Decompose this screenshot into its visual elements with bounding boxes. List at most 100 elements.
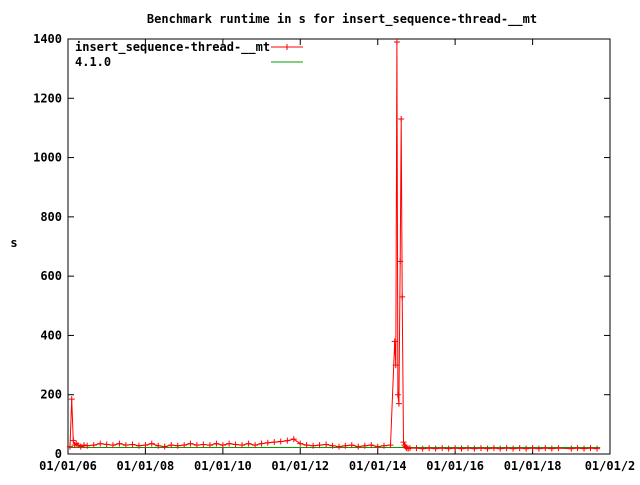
- data-point: [393, 38, 400, 45]
- data-point: [368, 442, 375, 449]
- data-point: [323, 441, 330, 448]
- y-tick-label: 1400: [33, 32, 62, 46]
- data-point: [329, 442, 336, 449]
- y-axis-label: s: [10, 236, 17, 250]
- data-point: [439, 445, 446, 452]
- data-point: [516, 445, 523, 452]
- data-point: [452, 445, 459, 452]
- x-tick-label: 01/01/18: [504, 459, 562, 473]
- y-tick-label: 1200: [33, 91, 62, 105]
- series-layer: [67, 38, 601, 452]
- data-point: [226, 440, 233, 447]
- data-point: [490, 445, 497, 452]
- data-point: [523, 445, 530, 452]
- data-point: [271, 439, 278, 446]
- plot-frame: [67, 38, 611, 455]
- data-point: [310, 442, 317, 449]
- data-point: [77, 443, 84, 450]
- data-point: [348, 442, 355, 449]
- data-point: [497, 445, 504, 452]
- data-point: [181, 442, 188, 449]
- data-point: [219, 442, 226, 449]
- data-point: [213, 440, 220, 447]
- data-point: [392, 362, 399, 369]
- y-tick-label: 800: [40, 210, 62, 224]
- x-tick-label: 01/01/16: [426, 459, 484, 473]
- data-point: [374, 443, 381, 450]
- data-point: [245, 440, 252, 447]
- data-point: [148, 440, 155, 447]
- legend-label-4-1-0: 4.1.0: [75, 55, 111, 69]
- data-point: [361, 442, 368, 449]
- legend-label-insert-sequence: insert_sequence-thread-__mt: [75, 40, 270, 55]
- y-tick-label: 200: [40, 388, 62, 402]
- chart-title: Benchmark runtime in s for insert_sequen…: [147, 12, 537, 27]
- data-point: [471, 445, 478, 452]
- data-point: [398, 116, 405, 123]
- y-tick-label: 1000: [33, 151, 62, 165]
- data-point: [413, 445, 420, 452]
- data-point: [74, 442, 81, 449]
- data-point: [97, 440, 104, 447]
- y-tick-label: 600: [40, 269, 62, 283]
- x-tick-label: 01/01/06: [39, 459, 97, 473]
- y-tick-label: 400: [40, 328, 62, 342]
- data-point: [200, 441, 207, 448]
- data-point: [135, 442, 142, 449]
- data-point: [316, 442, 323, 449]
- data-point: [355, 443, 362, 450]
- data-point: [426, 445, 433, 452]
- data-point: [445, 445, 452, 452]
- data-point: [168, 442, 175, 449]
- data-point: [109, 442, 116, 449]
- data-point: [548, 445, 555, 452]
- data-point: [399, 293, 406, 300]
- data-point: [587, 445, 594, 452]
- data-point: [67, 443, 74, 450]
- legend-marker-insert-sequence: [284, 44, 290, 50]
- data-point: [419, 445, 426, 452]
- data-point: [70, 437, 77, 444]
- x-tick-label: 01/01/12: [271, 459, 329, 473]
- data-point: [432, 445, 439, 452]
- y-tick-label: 0: [55, 447, 62, 461]
- data-point: [342, 442, 349, 449]
- data-point: [458, 445, 465, 452]
- data-point: [336, 443, 343, 450]
- data-point: [406, 445, 413, 452]
- data-point: [161, 443, 168, 450]
- data-point: [303, 442, 310, 449]
- data-point: [187, 440, 194, 447]
- data-point: [264, 439, 271, 446]
- data-point: [90, 442, 97, 449]
- data-point: [284, 437, 291, 444]
- data-point: [297, 440, 304, 447]
- data-point: [84, 442, 91, 449]
- data-point: [174, 442, 181, 449]
- data-point: [206, 442, 213, 449]
- data-point: [103, 441, 110, 448]
- data-point: [122, 442, 129, 449]
- data-point: [574, 445, 581, 452]
- data-point: [542, 445, 549, 452]
- data-point: [116, 440, 123, 447]
- data-point: [155, 442, 162, 449]
- data-point: [555, 445, 562, 452]
- data-point: [129, 441, 136, 448]
- data-point: [81, 442, 88, 449]
- data-point: [484, 445, 491, 452]
- data-point: [258, 440, 265, 447]
- x-tick-label: 01/01/08: [116, 459, 174, 473]
- data-point: [232, 441, 239, 448]
- data-point: [395, 400, 402, 407]
- data-point: [568, 445, 575, 452]
- x-tick-label: 01/01/10: [194, 459, 252, 473]
- data-point: [252, 442, 259, 449]
- data-point: [397, 258, 404, 265]
- data-point: [391, 338, 398, 345]
- x-tick-label: 01/01/14: [349, 459, 407, 473]
- data-point: [239, 442, 246, 449]
- data-point: [290, 436, 297, 443]
